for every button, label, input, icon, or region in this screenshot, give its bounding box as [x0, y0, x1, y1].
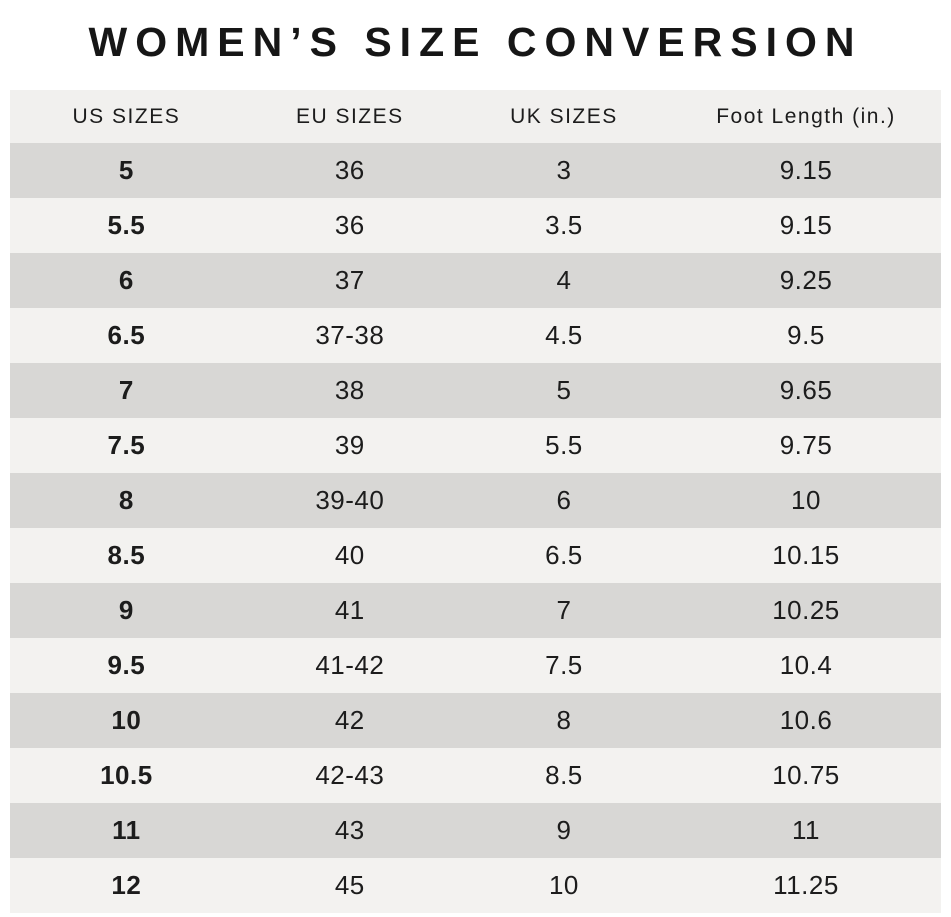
eu-size-cell: 36	[242, 143, 457, 198]
us-size-cell: 9	[10, 583, 243, 638]
us-size-cell: 12	[10, 858, 243, 913]
foot-length-cell: 11.25	[671, 858, 941, 913]
eu-size-cell: 38	[242, 363, 457, 418]
eu-size-cell: 37	[242, 253, 457, 308]
uk-size-cell: 4.5	[456, 308, 671, 363]
table-row: 8.5 40 6.5 10.15	[10, 528, 941, 583]
foot-length-cell: 10.6	[671, 693, 941, 748]
foot-length-cell: 10.25	[671, 583, 941, 638]
uk-size-cell: 8.5	[456, 748, 671, 803]
eu-size-cell: 41	[242, 583, 457, 638]
uk-size-cell: 5	[456, 363, 671, 418]
foot-length-cell: 9.75	[671, 418, 941, 473]
foot-length-cell: 10.75	[671, 748, 941, 803]
foot-length-cell: 10.4	[671, 638, 941, 693]
foot-length-cell: 10.15	[671, 528, 941, 583]
us-size-cell: 8	[10, 473, 243, 528]
table-row: 9 41 7 10.25	[10, 583, 941, 638]
column-header-uk-sizes: UK SIZES	[456, 90, 671, 143]
foot-length-cell: 11	[671, 803, 941, 858]
page-title: WOMEN’S SIZE CONVERSION	[88, 19, 863, 65]
table-row: 12 45 10 11.25	[10, 858, 941, 913]
foot-length-cell: 9.25	[671, 253, 941, 308]
us-size-cell: 5.5	[10, 198, 243, 253]
table-row: 8 39-40 6 10	[10, 473, 941, 528]
foot-length-cell: 10	[671, 473, 941, 528]
uk-size-cell: 9	[456, 803, 671, 858]
us-size-cell: 9.5	[10, 638, 243, 693]
uk-size-cell: 4	[456, 253, 671, 308]
foot-length-cell: 9.5	[671, 308, 941, 363]
us-size-cell: 10.5	[10, 748, 243, 803]
us-size-cell: 10	[10, 693, 243, 748]
table-row: 5 36 3 9.15	[10, 143, 941, 198]
us-size-cell: 7.5	[10, 418, 243, 473]
us-size-cell: 6.5	[10, 308, 243, 363]
uk-size-cell: 3	[456, 143, 671, 198]
column-header-foot-length: Foot Length (in.)	[671, 90, 941, 143]
uk-size-cell: 6.5	[456, 528, 671, 583]
column-header-eu-sizes: EU SIZES	[242, 90, 457, 143]
table-row: 6.5 37-38 4.5 9.5	[10, 308, 941, 363]
table-row: 10.5 42-43 8.5 10.75	[10, 748, 941, 803]
eu-size-cell: 39	[242, 418, 457, 473]
eu-size-cell: 45	[242, 858, 457, 913]
uk-size-cell: 8	[456, 693, 671, 748]
table-row: 10 42 8 10.6	[10, 693, 941, 748]
foot-length-cell: 9.15	[671, 198, 941, 253]
column-header-us-sizes: US SIZES	[10, 90, 243, 143]
uk-size-cell: 10	[456, 858, 671, 913]
us-size-cell: 6	[10, 253, 243, 308]
size-conversion-table: US SIZES EU SIZES UK SIZES Foot Length (in.…	[10, 90, 941, 913]
foot-length-cell: 9.15	[671, 143, 941, 198]
us-size-cell: 8.5	[10, 528, 243, 583]
eu-size-cell: 40	[242, 528, 457, 583]
eu-size-cell: 36	[242, 198, 457, 253]
table-header-row: US SIZES EU SIZES UK SIZES Foot Length (in.…	[10, 90, 941, 143]
uk-size-cell: 6	[456, 473, 671, 528]
eu-size-cell: 41-42	[242, 638, 457, 693]
table-row: 9.5 41-42 7.5 10.4	[10, 638, 941, 693]
eu-size-cell: 43	[242, 803, 457, 858]
table-row: 7.5 39 5.5 9.75	[10, 418, 941, 473]
us-size-cell: 7	[10, 363, 243, 418]
uk-size-cell: 5.5	[456, 418, 671, 473]
foot-length-cell: 9.65	[671, 363, 941, 418]
us-size-cell: 5	[10, 143, 243, 198]
uk-size-cell: 7.5	[456, 638, 671, 693]
eu-size-cell: 39-40	[242, 473, 457, 528]
uk-size-cell: 7	[456, 583, 671, 638]
table-row: 11 43 9 11	[10, 803, 941, 858]
table-row: 7 38 5 9.65	[10, 363, 941, 418]
uk-size-cell: 3.5	[456, 198, 671, 253]
table-body: 5 36 3 9.15 5.5 36 3.5 9.15 6 37 4 9.25 6.5 37-38 4.5 9…	[10, 143, 941, 913]
table-row: 6 37 4 9.25	[10, 253, 941, 308]
eu-size-cell: 42-43	[242, 748, 457, 803]
eu-size-cell: 37-38	[242, 308, 457, 363]
eu-size-cell: 42	[242, 693, 457, 748]
us-size-cell: 11	[10, 803, 243, 858]
table-row: 5.5 36 3.5 9.15	[10, 198, 941, 253]
